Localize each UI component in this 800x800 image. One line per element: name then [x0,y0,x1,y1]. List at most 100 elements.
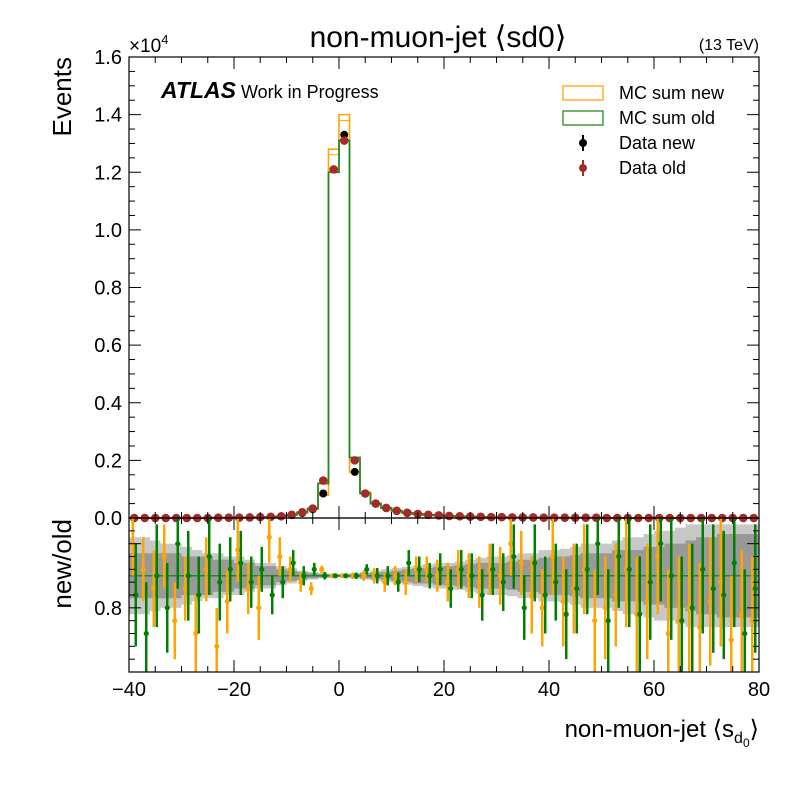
y-tick-label: 0.0 [94,508,122,530]
ratio-point [500,579,506,585]
ratio-point [424,566,430,572]
data-old-point [371,499,381,508]
data-old-point [392,506,402,516]
ratio-point [613,592,619,598]
y-exponent-base: ×10 [129,36,161,57]
ratio-point [644,598,650,605]
data-old-point [350,456,360,465]
x-tick-label: −40 [112,679,146,701]
ratio-point [710,585,716,592]
ratio-point [668,573,674,579]
ratio-point [196,592,202,598]
chart-title: non-muon-jet ⟨sd0⟩ [310,21,567,54]
x-axis-label-main: non-muon-jet ⟨s [565,716,734,743]
x-axis-label-close: ⟩ [750,716,759,743]
ratio-point [133,592,139,598]
x-tick-label: 40 [538,679,560,701]
data-old-point [360,489,370,498]
ratio-point [395,579,401,585]
ratio-point [203,566,209,572]
y-tick-label: 1.2 [94,162,122,184]
legend: MC sum new MC sum old Data new Data old [562,83,725,178]
ratio-point [542,592,548,598]
ratio-point [521,605,527,611]
ratio-point [269,592,275,598]
energy-label: (13 TeV) [699,37,759,54]
data-old-point [381,503,391,513]
ratio-y-tick-label: 0.8 [94,598,122,620]
ratio-point [655,553,661,560]
y-exponent-power: 4 [161,32,168,47]
ratio-point [343,573,349,579]
data-old-point [287,510,297,520]
data-old-point [497,512,507,522]
ratio-point [427,573,433,579]
legend-point-swatch [579,164,587,172]
ratio-point [227,566,233,572]
ratio-point [707,598,713,605]
ratio-point [256,605,262,611]
atlas-label: ATLAS Work in Progress [160,77,379,103]
ratio-point [235,547,241,553]
legend-box-swatch [562,85,604,101]
ratio-panel [129,518,759,672]
legend-entry: MC sum old [562,108,715,128]
ratio-point [392,573,398,579]
ratio-point [332,573,338,579]
data-old-point [266,512,276,522]
ratio-point [185,573,191,579]
ratio-point [689,605,695,611]
ratio-point [248,579,254,585]
ratio-point [563,611,569,617]
ratio-point [508,541,514,547]
ratio-point [175,541,181,547]
y-tick-label: 0.8 [94,278,122,300]
legend-point-swatch [579,139,587,147]
axes: −40 −20 0 20 40 60 80 0.0 0.2 0.4 0.6 0.8 1.0 1.2 1.4 1… [94,47,770,701]
ratio-point [721,592,727,598]
ratio-point [448,585,454,592]
ratio-point [434,573,440,579]
ratio-point [266,534,272,540]
ratio-point [287,566,293,572]
y-tick-label: 1.4 [94,105,122,127]
ratio-point [385,573,391,579]
atlas-sublabel: Work in Progress [241,82,379,102]
legend-label: MC sum old [619,108,715,128]
x-tick-label: 80 [748,679,770,701]
ratio-point [214,643,220,649]
data-new-point [350,467,359,476]
ratio-point [290,560,296,566]
data-old-point [276,511,286,521]
ratio-point [311,566,317,572]
ratio-point [602,605,608,611]
ratio-point [626,566,632,572]
ratio-point [319,566,325,572]
legend-label: Data new [619,133,696,153]
y-axis-label: Events [47,57,77,137]
ratio-point [469,573,475,579]
ratio-point [697,624,703,630]
ratio-point [584,566,590,572]
ratio-point [322,573,328,579]
x-tick-label: 0 [333,679,344,701]
mc-sum-new-histogram-inner [129,120,759,519]
ratio-point [658,541,664,547]
ratio-point [161,553,167,560]
ratio-point [595,541,601,547]
ratio-point [164,605,170,611]
ratio-point [592,618,598,624]
ratio-point [476,579,482,585]
ratio-point [301,573,307,579]
ratio-point [277,553,283,560]
mc-sum-old-histogram [129,139,759,519]
ratio-point [647,579,653,585]
data-old-point [486,512,496,522]
data-old-point [339,136,349,145]
legend-entry: MC sum new [562,83,725,103]
ratio-point [416,566,422,572]
ratio-point [182,585,188,592]
x-tick-label: −20 [217,679,251,701]
ratio-point [140,566,146,572]
legend-label: MC sum new [619,83,725,103]
